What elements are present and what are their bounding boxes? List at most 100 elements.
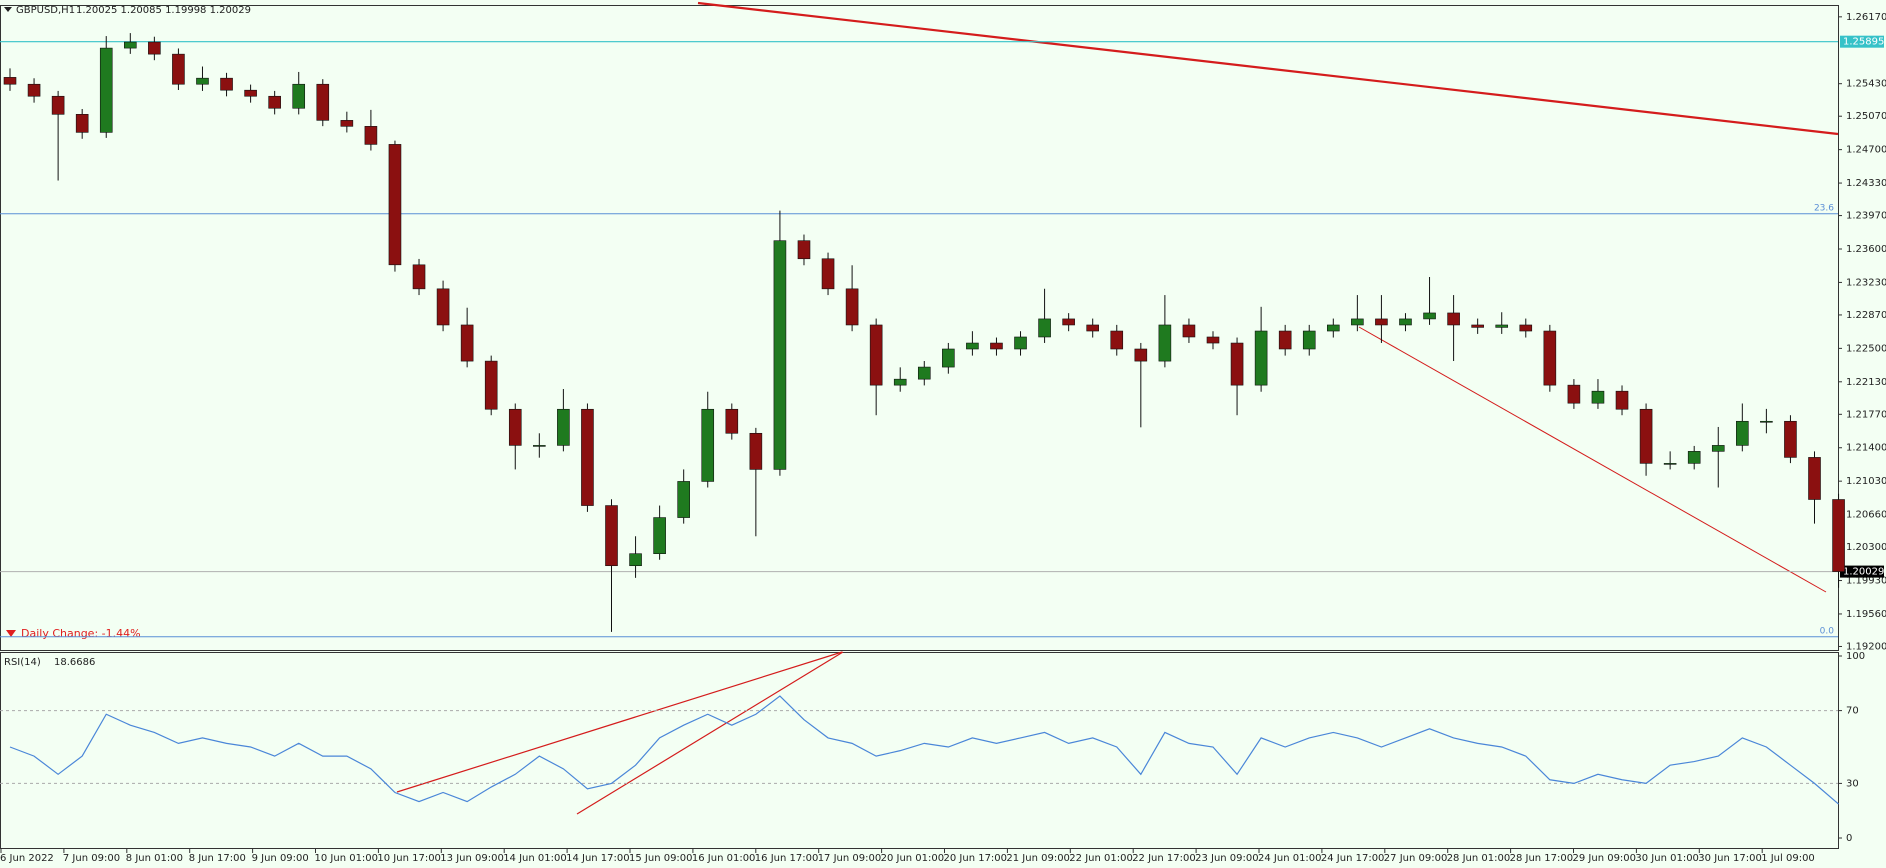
candle-body (412, 264, 426, 290)
x-tick-label: 22 Jun 01:00 (1069, 853, 1133, 864)
candle-body (1182, 324, 1196, 338)
rsi-trend-line (396, 651, 843, 793)
candle-body (99, 47, 113, 133)
x-tick-label: 7 Jun 09:00 (63, 853, 120, 864)
candle-body (1399, 318, 1412, 326)
x-tick-label: 10 Jun 01:00 (315, 853, 379, 864)
candle-body (1567, 384, 1581, 404)
candle-body (51, 95, 65, 115)
candle-body (244, 89, 257, 97)
x-tick-label: 8 Jun 01:00 (126, 853, 183, 864)
candle-body (773, 240, 787, 470)
x-tick-label: 14 Jun 01:00 (503, 853, 567, 864)
candle-body (75, 114, 89, 133)
candle-body (1086, 324, 1099, 332)
x-tick-label: 17 Jun 09:00 (818, 853, 882, 864)
current-price-box (1840, 565, 1884, 578)
x-tick-label: 1 Jul 09:00 (1761, 853, 1815, 864)
x-tick-label: 27 Jun 09:00 (1384, 853, 1448, 864)
x-tick-label: 30 Jun 01:00 (1635, 853, 1699, 864)
candle-body (1495, 324, 1509, 328)
x-tick-label: 10 Jun 17:00 (377, 853, 441, 864)
candle-body (677, 481, 690, 518)
candle-body (1302, 330, 1316, 350)
candle-body (990, 342, 1003, 350)
x-tick-label: 29 Jun 09:00 (1573, 853, 1637, 864)
y-tick-label: 100 (1846, 651, 1865, 662)
x-tick-label: 9 Jun 09:00 (252, 853, 309, 864)
candle-body (701, 408, 715, 482)
down-arrow (6, 630, 16, 637)
x-tick-label: 28 Jun 17:00 (1510, 853, 1574, 864)
candle-body (1471, 324, 1484, 328)
price-level-label: 1.25895 (1843, 37, 1884, 48)
y-tick-label: 1.21030 (1846, 476, 1886, 487)
candle-body (557, 408, 570, 446)
symbol: GBPUSD,H1 (16, 5, 75, 16)
candle-body (845, 288, 859, 326)
candle-body (1134, 348, 1148, 362)
candle-body (533, 445, 546, 447)
y-tick-label: 1.22870 (1846, 310, 1886, 321)
y-tick-label: 1.23970 (1846, 211, 1886, 222)
daily-change: Daily Change: -1.44% (21, 627, 141, 640)
candle-body (292, 83, 306, 109)
x-tick-label: 13 Jun 09:00 (440, 853, 504, 864)
rsi-title: RSI(14) (4, 657, 41, 668)
candle-body (364, 126, 378, 145)
trend-line (1358, 326, 1827, 593)
candle-body (172, 53, 185, 85)
x-tick-label: 24 Jun 17:00 (1321, 853, 1385, 864)
candle-body (3, 77, 17, 85)
candle-body (484, 360, 498, 410)
y-tick-label: 1.23230 (1846, 277, 1886, 288)
candle-body (869, 324, 883, 386)
main-panel-frame (0, 5, 1839, 651)
fib-label: 0.0 (1820, 626, 1835, 636)
y-tick-label: 1.19200 (1846, 641, 1886, 652)
candle-body (821, 258, 835, 290)
y-tick-label: 1.23600 (1846, 244, 1886, 255)
y-tick-label: 0 (1846, 833, 1852, 844)
candle-body (797, 240, 811, 260)
x-tick-label: 16 Jun 17:00 (755, 853, 819, 864)
candle-body (893, 378, 907, 386)
y-tick-label: 70 (1846, 706, 1859, 717)
menu-arrow (4, 7, 12, 12)
y-tick-label: 30 (1846, 778, 1859, 789)
candle-body (1711, 445, 1725, 452)
candle-body (508, 408, 522, 446)
candle-body (316, 83, 330, 121)
candle-body (124, 41, 137, 49)
candle-body (653, 517, 666, 555)
candle-body (1736, 420, 1749, 446)
candle-body (220, 77, 233, 91)
candle-body (1206, 336, 1220, 344)
candle-body (1808, 457, 1821, 500)
x-tick-label: 23 Jun 09:00 (1195, 853, 1259, 864)
candle-body (196, 77, 209, 85)
candle-body (1110, 330, 1124, 350)
x-tick-label: 22 Jun 17:00 (1132, 853, 1196, 864)
y-tick-label: 1.25430 (1846, 79, 1886, 90)
candle-body (388, 144, 402, 266)
y-tick-label: 1.20660 (1846, 510, 1886, 521)
trend-line (697, 1, 1839, 136)
candle-body (1687, 451, 1701, 464)
x-tick-label: 16 Jun 01:00 (692, 853, 756, 864)
current-price-label: 1.20029 (1843, 567, 1884, 578)
candle-body (460, 324, 474, 362)
candle-body (1375, 318, 1388, 326)
rsi-trend-line (576, 651, 844, 815)
y-tick-label: 1.21400 (1846, 443, 1886, 454)
x-tick-label: 15 Jun 09:00 (629, 853, 693, 864)
x-tick-label: 8 Jun 17:00 (189, 853, 246, 864)
candle-body (725, 408, 739, 434)
quote: 1.20025 1.20085 1.19998 1.20029 (76, 5, 251, 16)
candle-body (1230, 342, 1244, 386)
x-tick-label: 24 Jun 01:00 (1258, 853, 1322, 864)
candle-body (1351, 318, 1364, 326)
candle-body (1663, 463, 1677, 465)
